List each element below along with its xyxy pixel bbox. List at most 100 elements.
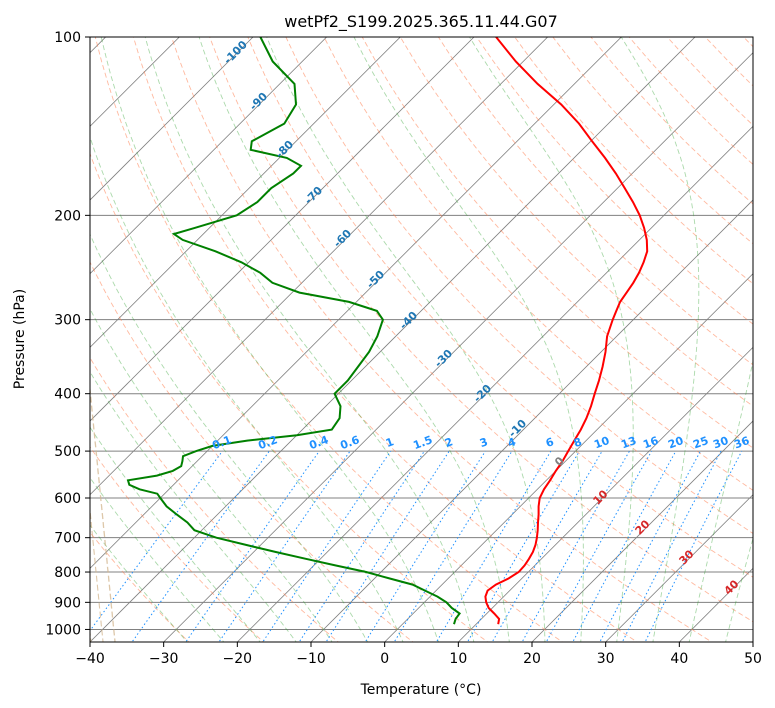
moist-adiabat xyxy=(688,359,753,642)
moist-adiabat xyxy=(468,37,634,642)
mixing-ratio-label: 4 xyxy=(506,435,518,450)
y-tick-label: 900 xyxy=(54,595,81,611)
isotherm--50 xyxy=(90,37,622,569)
mixing-ratio-label: 0.4 xyxy=(307,433,330,452)
mixing-ratio-label: 16 xyxy=(641,434,660,452)
dry-adiabat xyxy=(132,37,638,642)
isotherm-0 xyxy=(384,273,753,642)
mixing-ratio-label: 30 xyxy=(711,434,730,452)
mixing-ratio-line xyxy=(572,450,677,642)
grid-layer xyxy=(90,37,753,642)
moist-adiabat xyxy=(90,135,404,642)
dry-adiabat xyxy=(90,152,489,642)
y-tick-label: 400 xyxy=(54,387,81,403)
moist-adiabat xyxy=(90,477,225,642)
isotherm--90 xyxy=(90,37,328,275)
adiabat-layer xyxy=(90,37,753,642)
mixing-ratio-label: 13 xyxy=(619,434,638,451)
isotherm--70 xyxy=(90,37,475,422)
moist-adiabat xyxy=(198,37,510,642)
mixing-ratio-line xyxy=(599,450,701,642)
isotherm--80 xyxy=(90,37,401,348)
y-tick-label: 1000 xyxy=(45,622,81,638)
y-tick-label: 300 xyxy=(54,313,81,329)
dewpoint-line xyxy=(126,37,462,625)
dry-adiabat xyxy=(438,37,753,366)
mixing-ratio-label: 1 xyxy=(384,435,396,450)
y-tick-label: 600 xyxy=(54,491,81,507)
mixing-ratio-label: 3 xyxy=(478,435,490,450)
isotherm--20 xyxy=(236,125,753,642)
y-tick-label: 700 xyxy=(54,531,81,547)
mixing-ratio-line xyxy=(621,450,722,642)
dry-adiabat xyxy=(399,37,753,407)
isotherm--10 xyxy=(310,199,753,642)
mixing-ratio-line xyxy=(262,450,392,642)
x-tick-label: −10 xyxy=(296,651,326,667)
dry-adiabat xyxy=(171,37,713,642)
isotherm-30 xyxy=(605,494,753,642)
y-tick-label: 500 xyxy=(54,444,81,460)
saturation-curve xyxy=(90,383,116,642)
moist-adiabat xyxy=(90,233,369,642)
tick-layer: −40 −30 −20 −10 0 10 20 30 40 50 1000 900 800 700 600 5… xyxy=(45,30,762,667)
isotherm--60 xyxy=(90,37,549,496)
x-tick-label: 20 xyxy=(523,651,541,667)
moist-adiabat xyxy=(144,37,475,642)
mixing-ratio-label: 0.2 xyxy=(256,433,279,452)
moist-adiabat xyxy=(90,308,333,642)
x-axis-label: Temperature (°C) xyxy=(360,682,482,698)
dry-adiabat xyxy=(90,261,414,642)
moist-adiabat xyxy=(90,370,297,642)
dry-adiabat xyxy=(285,37,753,535)
isotherm-10 xyxy=(457,346,753,642)
mixing-ratio-label: 20 xyxy=(666,434,685,452)
x-tick-label: 50 xyxy=(744,651,762,667)
x-tick-label: −40 xyxy=(75,651,105,667)
mixing-ratio-label: 1.5 xyxy=(411,433,434,452)
x-tick-label: 40 xyxy=(670,651,688,667)
mixing-ratio-line xyxy=(185,450,320,642)
isotherm--30 xyxy=(163,52,753,642)
moist-adiabat xyxy=(100,37,439,642)
dry-adiabat xyxy=(209,37,753,623)
dry-adiabat xyxy=(361,37,753,449)
mixing-ratio-line xyxy=(298,450,425,642)
y-tick-label: 800 xyxy=(54,565,81,581)
mixing-ratio-label: 8 xyxy=(572,435,584,450)
moist-adiabat xyxy=(266,37,546,642)
x-tick-label: 10 xyxy=(449,651,467,667)
mixing-ratio-label: 25 xyxy=(691,434,710,451)
isotherm--100 xyxy=(90,37,254,201)
dry-adiabat xyxy=(476,37,753,325)
y-tick-label: 100 xyxy=(54,30,81,46)
mixing-ratio-label: 0.6 xyxy=(338,433,361,452)
x-tick-label: 0 xyxy=(380,651,389,667)
mixing-ratio-label: 36 xyxy=(732,434,751,452)
dry-adiabat xyxy=(90,356,339,642)
plot-frame xyxy=(89,36,754,643)
chart-title: wetPf2_S199.2025.365.11.44.G07 xyxy=(284,12,558,32)
temperature-line xyxy=(484,37,649,625)
mixing-ratio-label: 6 xyxy=(544,435,556,450)
dry-adiabat xyxy=(323,37,753,491)
mixing-ratio-line xyxy=(218,450,351,642)
x-tick-label: −30 xyxy=(149,651,179,667)
x-tick-label: −20 xyxy=(223,651,253,667)
moist-adiabat xyxy=(90,426,261,642)
isotherm--40 xyxy=(90,37,696,642)
mixing-ratio-label: 10 xyxy=(592,434,611,452)
x-tick-label: 30 xyxy=(597,651,615,667)
series-layer xyxy=(126,37,649,625)
mixing-ratio-label: 2 xyxy=(443,435,455,450)
moist-adiabat xyxy=(90,524,188,642)
moist-adiabat xyxy=(620,37,700,642)
moist-adiabat xyxy=(725,536,753,642)
mixing-ratio-line xyxy=(325,450,450,642)
mixing-ratio-line xyxy=(90,450,223,632)
mixing-ratio-line xyxy=(364,450,486,642)
mixing-ratio-line xyxy=(466,450,580,642)
mixing-ratio-label: 0.1 xyxy=(210,433,233,452)
mixing-ratio-line xyxy=(393,450,513,642)
